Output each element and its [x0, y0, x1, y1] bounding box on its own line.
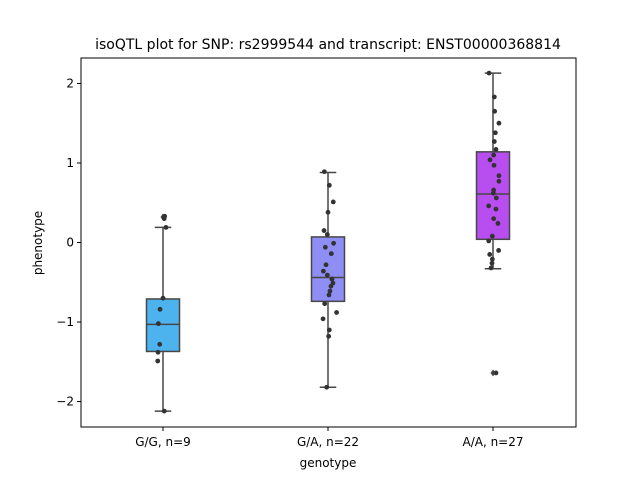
data-point [491, 162, 497, 168]
data-point [492, 108, 498, 114]
data-point [486, 203, 492, 209]
box-groups [145, 70, 511, 414]
y-tick-label: 1 [66, 156, 74, 170]
data-point [486, 238, 492, 244]
data-point [321, 169, 327, 175]
y-tick-label: 0 [66, 236, 74, 250]
data-point [496, 248, 502, 253]
x-tick-label: G/G, n=9 [135, 435, 191, 449]
data-point [322, 301, 328, 307]
data-point [323, 262, 329, 268]
box-group [310, 169, 346, 390]
data-point [496, 178, 502, 184]
data-point [491, 139, 497, 144]
box-group [475, 70, 511, 377]
data-point [326, 292, 332, 298]
data-point [491, 152, 497, 158]
data-point [490, 190, 496, 196]
data-point [329, 276, 335, 282]
data-point [326, 327, 332, 333]
box-group [145, 213, 181, 414]
data-point [489, 260, 495, 266]
data-point [496, 173, 502, 179]
data-point [491, 216, 497, 222]
y-tick-label: 2 [66, 76, 74, 90]
data-point [326, 182, 332, 188]
data-point [157, 341, 163, 347]
data-point [161, 408, 167, 414]
data-point [322, 244, 328, 250]
x-tick-label: G/A, n=22 [297, 435, 359, 449]
data-point [326, 333, 332, 339]
data-point [493, 195, 499, 201]
data-point [325, 209, 331, 215]
data-point [489, 233, 495, 239]
data-point [320, 268, 326, 274]
data-point [493, 206, 499, 212]
data-point [487, 157, 493, 163]
y-tick-label: −2 [56, 395, 74, 409]
data-point [324, 232, 330, 237]
y-axis: −2 −1 0 1 2 [56, 76, 81, 409]
data-point [155, 321, 161, 327]
data-point [161, 216, 167, 222]
data-point [160, 295, 166, 301]
x-axis: G/G, n=9 G/A, n=22 A/A, n=27 [135, 427, 524, 449]
x-axis-label: genotype [300, 456, 357, 470]
data-point [493, 370, 499, 376]
data-point [155, 358, 161, 364]
data-point [321, 228, 327, 233]
data-point [327, 288, 333, 294]
data-point [330, 199, 336, 205]
chart-title: isoQTL plot for SNP: rs2999544 and trans… [95, 37, 561, 53]
data-point [334, 310, 339, 315]
data-point [486, 70, 492, 76]
x-tick-label: A/A, n=27 [462, 435, 523, 449]
data-point [155, 349, 161, 355]
y-tick-label: −1 [56, 315, 74, 329]
data-point [488, 265, 494, 271]
data-point [324, 384, 330, 390]
data-point [163, 224, 169, 230]
data-point [491, 94, 497, 100]
data-point [157, 306, 163, 312]
data-point [495, 221, 501, 226]
data-point [320, 316, 326, 322]
data-point [493, 147, 499, 152]
data-point [328, 283, 334, 289]
box [145, 298, 181, 353]
data-point [328, 251, 334, 257]
data-point [324, 272, 330, 278]
data-point [331, 240, 337, 246]
data-point [489, 256, 495, 262]
data-point [496, 120, 502, 126]
data-point [487, 252, 493, 257]
data-point [492, 130, 498, 136]
y-axis-label: phenotype [31, 211, 45, 275]
